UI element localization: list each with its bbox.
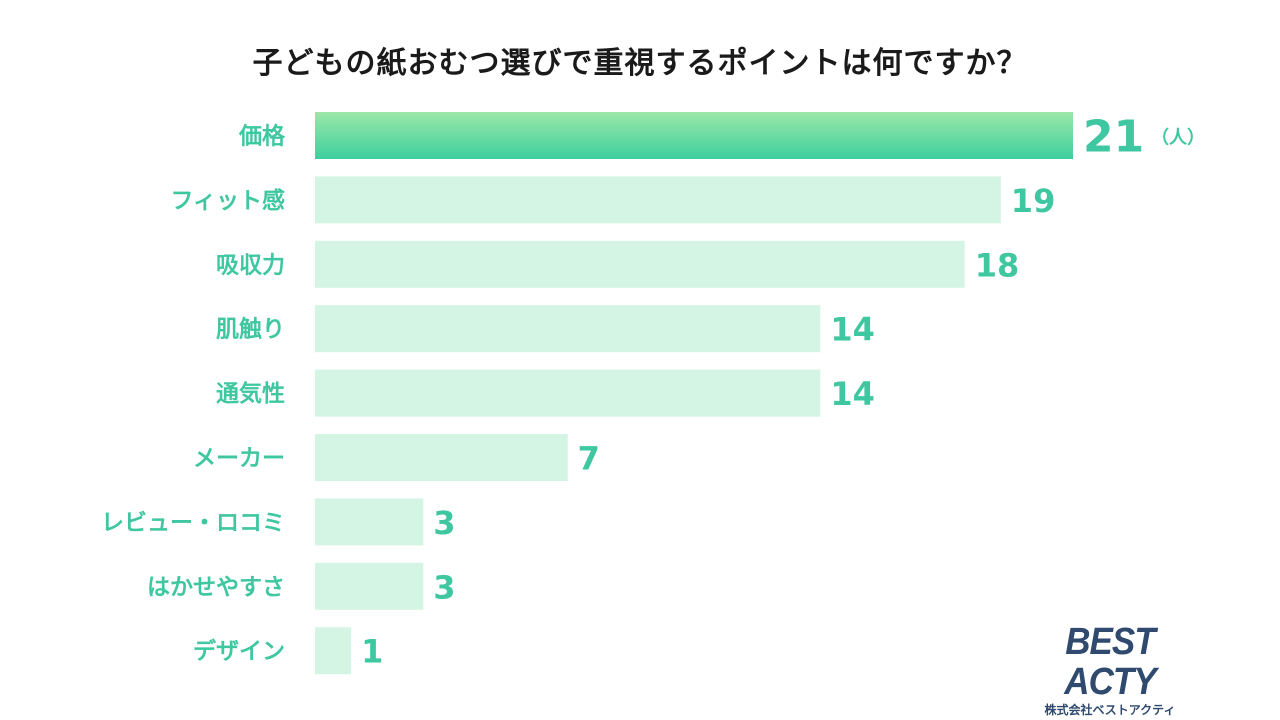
category-label: フィット感: [170, 187, 285, 214]
bar-2: [315, 176, 1001, 224]
unit-label: （人）: [1151, 128, 1205, 149]
category-label: 価格: [238, 123, 286, 150]
value-label: 18: [975, 246, 1020, 284]
value-label: 3: [433, 504, 455, 542]
value-label: 3: [433, 568, 455, 606]
category-label: デザイン: [193, 638, 285, 665]
logo-sub-text: 株式会社ベストアクティ: [1044, 703, 1176, 717]
value-label: 7: [578, 440, 600, 478]
category-label: 肌触り: [216, 316, 285, 343]
category-label: 通気性: [216, 380, 285, 407]
value-label: 19: [1011, 182, 1056, 220]
category-label: 吸収力: [216, 252, 285, 278]
category-label: レビュー・ロコミ: [101, 510, 285, 536]
company-logo: BEST ACTY 株式会社ベストアクティ: [1010, 622, 1210, 717]
chart-title: 子どもの紙おむつ選びで重視するポイントは何ですか？: [252, 46, 1028, 81]
bar-4: [315, 305, 821, 353]
bar-5: [315, 369, 821, 417]
bar-7: [315, 498, 424, 546]
bar-9: [315, 627, 352, 675]
category-label: メーカー: [193, 446, 285, 472]
value-label: 21: [1083, 112, 1144, 163]
logo-main-text: BEST ACTY: [1064, 621, 1156, 703]
value-label: 14: [830, 311, 875, 349]
value-label: 1: [361, 633, 383, 671]
bar-1: [315, 112, 1073, 159]
value-label: 14: [830, 375, 875, 413]
bar-8: [315, 562, 424, 610]
bar-6: [315, 434, 568, 481]
category-label: はかせやすさ: [147, 574, 285, 600]
bar-3: [315, 240, 965, 288]
